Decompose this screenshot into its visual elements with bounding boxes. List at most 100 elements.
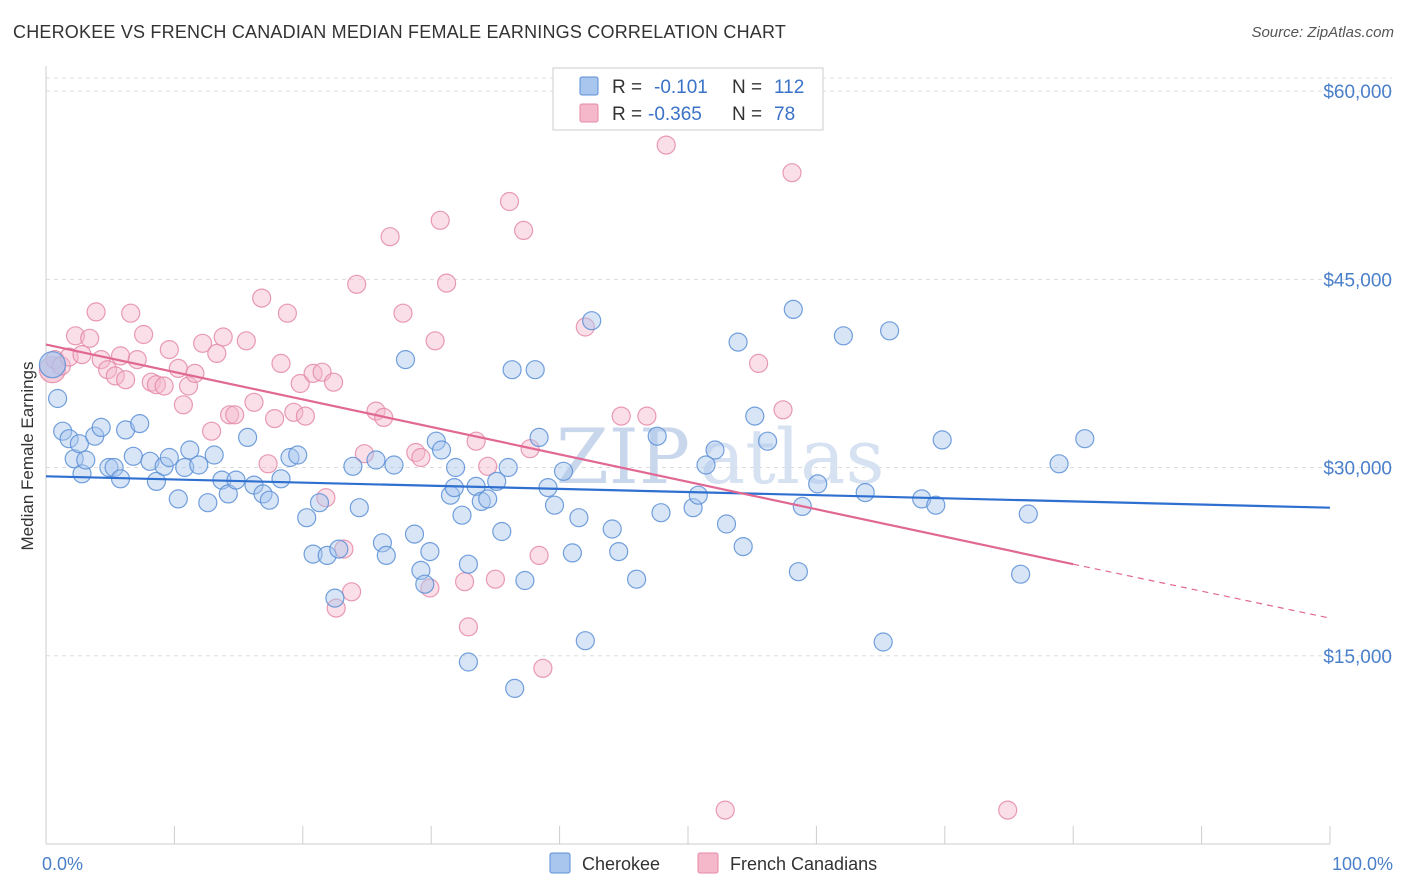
y-tick-label-3: $60,000 <box>1323 82 1392 103</box>
cherokee-point-79 <box>602 519 622 539</box>
cherokee-point-105 <box>1018 504 1038 524</box>
watermark-zip: ZIP <box>556 412 690 501</box>
french-canadians-point-29 <box>225 405 245 425</box>
french-canadians-point-74 <box>748 353 769 373</box>
cherokee-point-40 <box>325 588 345 608</box>
cherokee-point-20 <box>168 489 188 509</box>
cherokee-point-16 <box>140 451 160 471</box>
cherokee-point-68 <box>505 678 525 699</box>
cherokee-point-43 <box>349 498 369 518</box>
cherokee-point-7 <box>76 450 96 470</box>
cherokee-point-14 <box>123 446 143 466</box>
y-axis-label: Median Female Earnings <box>18 362 37 551</box>
cherokee-point-47 <box>384 455 404 475</box>
cherokee-point-104 <box>1010 564 1031 584</box>
cherokee-point-24 <box>198 493 218 513</box>
french-canadians-point-59 <box>455 572 475 592</box>
x-tick-labels: 0.0% 100.0% <box>42 854 1393 874</box>
cherokee-point-77 <box>575 631 595 651</box>
cherokee-point-33 <box>271 469 291 489</box>
cherokee-point-13 <box>115 420 136 440</box>
cherokee-point-74 <box>553 461 574 481</box>
french-canadians-point-46 <box>342 582 362 602</box>
french-canadians-point-65 <box>513 220 534 240</box>
french-canadians-point-48 <box>354 444 374 464</box>
french-canadians-point-47 <box>347 274 367 294</box>
french-canadians-point-42 <box>316 488 336 508</box>
cherokee-point-87 <box>705 440 725 460</box>
cherokee-point-15 <box>130 414 150 434</box>
french-canadians-point-12 <box>115 370 136 390</box>
cherokee-point-59 <box>458 554 478 574</box>
cherokee-point-10 <box>99 457 119 478</box>
cherokee-point-73 <box>544 495 565 515</box>
cherokee-point-21 <box>175 457 195 478</box>
french-canadians-point-37 <box>284 402 304 422</box>
french-canadians-point-44 <box>326 598 346 618</box>
grid-lines <box>46 77 1392 657</box>
french-canadians-trend-line <box>45 343 1074 566</box>
cherokee-point-90 <box>733 536 753 557</box>
cherokee-point-99 <box>873 632 893 652</box>
cherokee-point-81 <box>626 569 647 589</box>
cherokee-point-70 <box>525 360 545 380</box>
french-canadians-point-58 <box>437 273 457 293</box>
french-canadians-point-52 <box>393 303 413 323</box>
french-canadians-point-68 <box>533 658 553 678</box>
french-canadians-point-43 <box>324 372 344 392</box>
cherokee-point-5 <box>69 434 90 454</box>
cherokee-point-22 <box>180 440 200 460</box>
french-canadians-point-67 <box>529 545 549 566</box>
cherokee-point-88 <box>716 514 737 534</box>
french-canadians-point-33 <box>258 454 278 474</box>
bottom-legend-label-french-canadians: French Canadians <box>730 854 877 874</box>
cherokee-point-41 <box>329 539 349 559</box>
french-canadians-point-6 <box>80 328 100 348</box>
chart-title: CHEROKEE VS FRENCH CANADIAN MEDIAN FEMAL… <box>13 22 787 42</box>
cherokee-point-19 <box>159 447 179 468</box>
french-canadians-point-32 <box>252 288 272 308</box>
y-tick-label-2: $45,000 <box>1323 270 1392 291</box>
french-canadians-point-13 <box>121 303 141 323</box>
cherokee-point-1 <box>47 388 68 409</box>
cherokee-point-97 <box>833 326 854 346</box>
cherokee-point-93 <box>783 299 803 319</box>
cherokee-point-84 <box>683 498 703 518</box>
french-canadians-point-26 <box>207 343 227 363</box>
french-canadians-point-25 <box>202 421 222 441</box>
cherokee-point-69 <box>515 570 535 591</box>
legend-r-value-2: -0.365 <box>648 104 702 125</box>
cherokee-point-64 <box>487 471 507 491</box>
french-canadians-point-38 <box>290 373 310 394</box>
cherokee-point-107 <box>1075 429 1095 449</box>
cherokee-point-3 <box>59 429 79 449</box>
french-canadians-point-75 <box>773 400 793 420</box>
cherokee-point-60 <box>458 652 478 672</box>
legend-n-label-1: N = <box>732 77 762 98</box>
french-canadians-point-16 <box>141 372 161 392</box>
french-canadians-point-57 <box>430 210 450 230</box>
french-canadians-point-73 <box>715 800 735 820</box>
cherokee-point-9 <box>91 417 111 437</box>
axes <box>45 66 1331 845</box>
french-canadians-point-15 <box>134 324 154 345</box>
cherokee-point-36 <box>297 508 317 528</box>
cherokee-point-103 <box>932 430 952 450</box>
cherokee-point-96 <box>808 474 828 494</box>
cherokee-point-102 <box>926 495 946 515</box>
cherokee-point-78 <box>582 311 602 331</box>
french-canadians-point-56 <box>425 331 445 351</box>
watermark-atlas: atlas <box>700 412 884 501</box>
legend-r-label-2: R = <box>612 104 642 125</box>
cherokee-point-42 <box>343 456 363 476</box>
cherokee-point-85 <box>688 485 708 505</box>
bottom-legend-label-cherokee: Cherokee <box>582 854 660 874</box>
french-canadians-point-51 <box>380 227 400 247</box>
french-canadians-point-10 <box>105 366 125 386</box>
cherokee-point-66 <box>498 457 518 478</box>
cherokee-point-100 <box>879 321 900 341</box>
cherokee-point-49 <box>404 524 425 544</box>
french-canadians-point-27 <box>213 327 233 347</box>
french-canadians-point-70 <box>611 406 631 426</box>
